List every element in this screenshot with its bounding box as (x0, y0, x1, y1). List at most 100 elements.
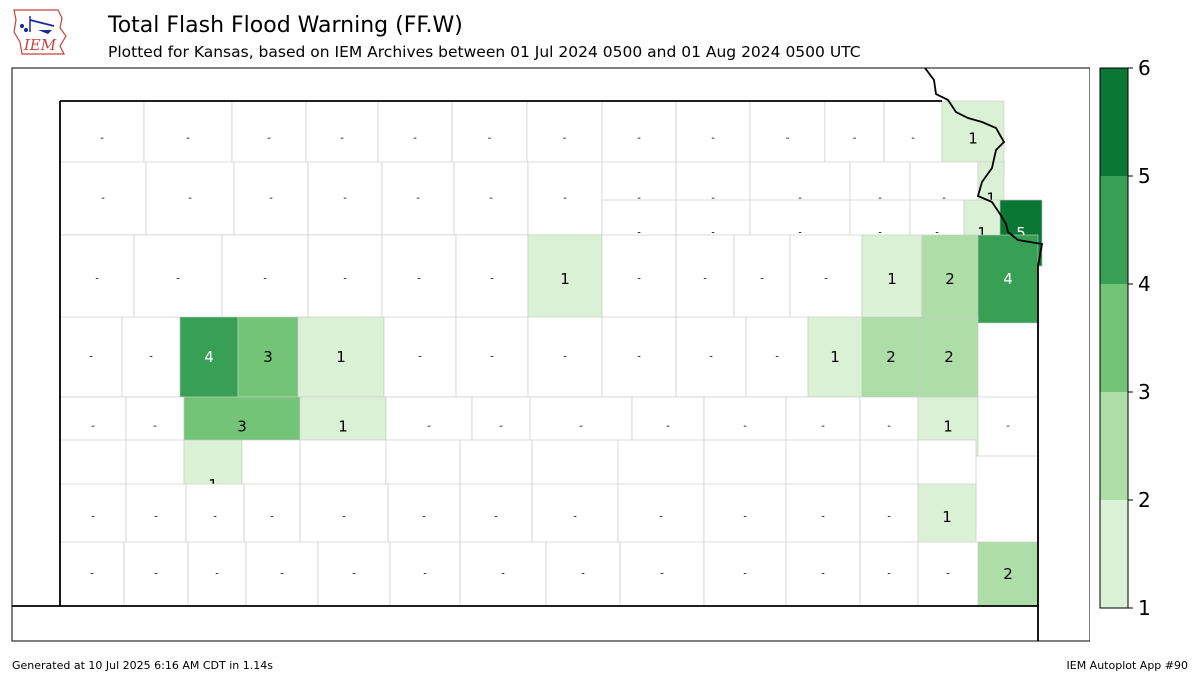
county-7-0 (59, 483, 127, 551)
county-7-12 (917, 483, 977, 551)
county-label-2-12: 1 (977, 224, 987, 242)
county-label-0-1: - (186, 133, 190, 144)
county-label-4-11: 1 (830, 348, 840, 366)
county-label-5-8: - (743, 421, 747, 432)
county-7-8 (617, 483, 705, 551)
colorbar-tick-label-6: 6 (1138, 60, 1151, 80)
county-label-0-11: - (911, 133, 915, 144)
county-3-3 (307, 234, 383, 324)
county-label-4-12: 2 (886, 348, 896, 366)
county-4-2 (179, 316, 239, 398)
colorbar-segment-5 (1100, 68, 1128, 176)
county-label-5-9: - (821, 421, 825, 432)
county-4-11 (807, 316, 863, 398)
county-label-3-10: - (824, 274, 828, 285)
county-label-1-6: - (563, 193, 567, 204)
county-label-7-11: - (887, 512, 891, 523)
county-label-4-8: - (637, 352, 641, 363)
county-3-7 (601, 234, 677, 324)
state-border (12, 100, 1038, 607)
county-4-5 (383, 316, 457, 398)
county-label-5-3: 1 (338, 418, 348, 436)
colorbar-segment-2 (1100, 392, 1128, 500)
county-label-0-10: - (853, 133, 857, 144)
county-label-4-4: 1 (336, 348, 346, 366)
county-label-1-2: - (269, 193, 273, 204)
county-label-4-0: - (89, 352, 93, 363)
county-3-2 (221, 234, 309, 324)
county-label-0-7: - (637, 133, 641, 144)
county-label-8-13: 2 (1003, 565, 1013, 583)
colorbar-segment-3 (1100, 284, 1128, 392)
county-8-10 (785, 541, 861, 607)
county-label-7-0: - (91, 512, 95, 523)
county-label-5-5: - (499, 421, 503, 432)
county-7-11 (859, 483, 919, 551)
county-label-0-3: - (340, 133, 344, 144)
county-7-5 (387, 483, 461, 551)
county-3-4 (381, 234, 457, 324)
county-7-10 (785, 483, 861, 551)
county-label-1-0: - (101, 193, 105, 204)
logo-text: IEM (23, 36, 57, 54)
county-label-0-5: - (488, 133, 492, 144)
county-label-0-4: - (413, 133, 417, 144)
county-label-3-12: 2 (945, 270, 955, 288)
county-label-5-0: - (91, 421, 95, 432)
colorbar-tick-label-2: 2 (1138, 488, 1151, 512)
county-7-1 (125, 483, 187, 551)
state-border-river (924, 67, 1044, 641)
county-label-8-5: - (423, 569, 427, 580)
county-label-8-9: - (743, 569, 747, 580)
county-label-5-11: 1 (943, 418, 953, 436)
county-label-7-1: - (154, 512, 158, 523)
county-label-5-1: - (153, 421, 157, 432)
county-label-0-8: - (711, 133, 715, 144)
county-label-8-10: - (821, 569, 825, 580)
county-label-3-8: - (703, 274, 707, 285)
county-label-7-2: - (213, 512, 217, 523)
county-8-9 (703, 541, 787, 607)
county-label-3-3: - (343, 274, 347, 285)
county-4-9 (675, 316, 747, 398)
county-label-4-10: - (775, 352, 779, 363)
county-label-3-4: - (417, 274, 421, 285)
county-label-8-3: - (280, 569, 284, 580)
county-label-7-8: - (659, 512, 663, 523)
colorbar-tick-label-4: 4 (1138, 272, 1151, 296)
county-label-2-9: - (798, 228, 802, 239)
county-label-0-12: 1 (968, 130, 978, 148)
county-label-7-3: - (270, 512, 274, 523)
county-label-7-7: - (573, 512, 577, 523)
county-label-2-14: 5 (1016, 224, 1026, 242)
county-label-3-5: - (490, 274, 494, 285)
county-3-11 (861, 234, 923, 324)
county-label-0-9: - (786, 133, 790, 144)
county-label-3-2: - (263, 274, 267, 285)
county-label-1-11: - (942, 193, 946, 204)
county-7-6 (459, 483, 533, 551)
county-7-7 (531, 483, 619, 551)
county-label-8-4: - (352, 569, 356, 580)
county-label-2-11: - (935, 228, 939, 239)
county-label-1-8: - (711, 193, 715, 204)
county-label-3-0: - (95, 274, 99, 285)
county-label-1-7: - (637, 193, 641, 204)
county-label-4-6: - (490, 352, 494, 363)
county-label-3-7: - (637, 274, 641, 285)
county-3-0 (59, 234, 135, 324)
county-8-4 (317, 541, 391, 607)
county-label-8-1: - (154, 569, 158, 580)
county-8-8 (619, 541, 705, 607)
county-8-1 (123, 541, 189, 607)
county-3-10 (789, 234, 863, 324)
county-4-1 (121, 316, 181, 398)
county-label-1-9: - (798, 193, 802, 204)
app-id: IEM Autoplot App #90 (1066, 659, 1189, 672)
county-label-5-12: - (1006, 421, 1010, 432)
county-label-7-12: 1 (942, 508, 952, 526)
county-4-8 (601, 316, 677, 398)
county-label-8-6: - (501, 569, 505, 580)
county-label-0-2: - (267, 133, 271, 144)
colorbar-tick-label-3: 3 (1138, 380, 1151, 404)
